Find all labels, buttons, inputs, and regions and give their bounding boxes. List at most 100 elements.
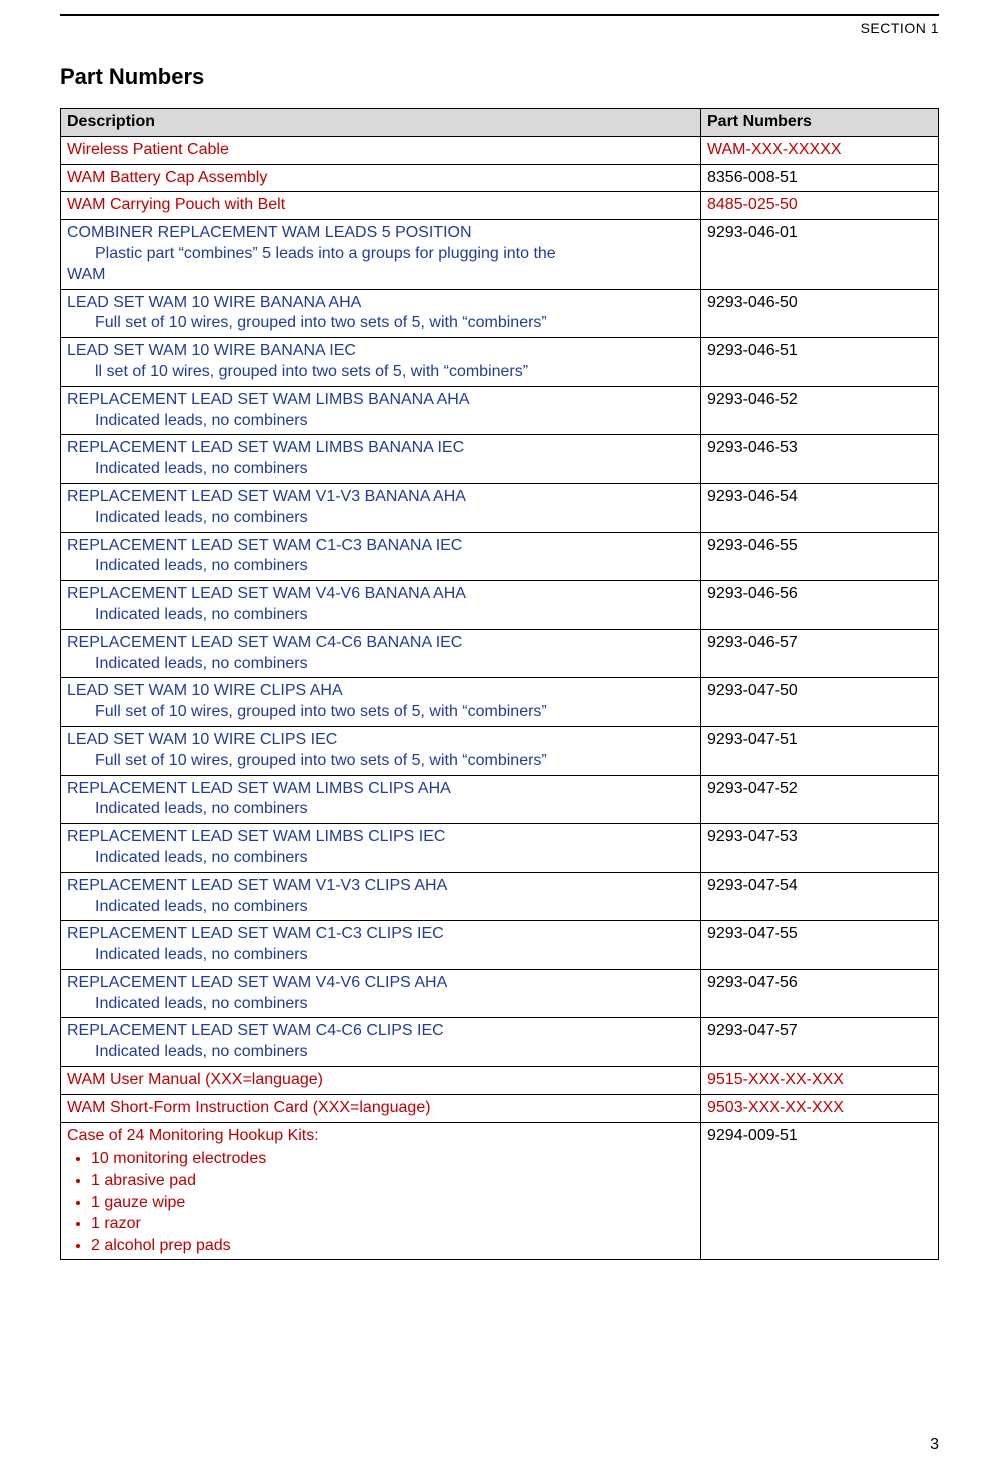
- desc-subline: Indicated leads, no combiners: [67, 848, 694, 869]
- table-row: REPLACEMENT LEAD SET WAM V4-V6 BANANA AH…: [61, 581, 939, 630]
- desc-cell: LEAD SET WAM 10 WIRE BANANA AHA Full set…: [61, 289, 701, 338]
- desc-cell: Wireless Patient Cable: [61, 136, 701, 164]
- partnum-cell: 9293-046-52: [701, 386, 939, 435]
- table-row: REPLACEMENT LEAD SET WAM V4-V6 CLIPS AHA…: [61, 969, 939, 1018]
- table-row: REPLACEMENT LEAD SET WAM LIMBS BANANA AH…: [61, 386, 939, 435]
- document-page: SECTION 1 Part Numbers Description Part …: [0, 14, 999, 1474]
- partnum-cell: 9293-047-56: [701, 969, 939, 1018]
- desc-subline: Indicated leads, no combiners: [67, 994, 694, 1015]
- kit-list-item: 2 alcohol prep pads: [91, 1235, 694, 1257]
- desc-title: REPLACEMENT LEAD SET WAM V1-V3 CLIPS AHA: [67, 877, 447, 894]
- desc-cell: LEAD SET WAM 10 WIRE BANANA IEC ll set o…: [61, 338, 701, 387]
- desc-cell: REPLACEMENT LEAD SET WAM LIMBS CLIPS AHA…: [61, 775, 701, 824]
- table-row: Case of 24 Monitoring Hookup Kits: 10 mo…: [61, 1122, 939, 1260]
- partnum-cell: 9293-046-50: [701, 289, 939, 338]
- desc-title: REPLACEMENT LEAD SET WAM V4-V6 BANANA AH…: [67, 585, 466, 602]
- desc-subline: Indicated leads, no combiners: [67, 897, 694, 918]
- desc-title: REPLACEMENT LEAD SET WAM C4-C6 BANANA IE…: [67, 634, 462, 651]
- desc-title: LEAD SET WAM 10 WIRE BANANA IEC: [67, 342, 356, 359]
- desc-subline: Indicated leads, no combiners: [67, 1042, 694, 1063]
- desc-title: REPLACEMENT LEAD SET WAM V1-V3 BANANA AH…: [67, 488, 466, 505]
- table-row: LEAD SET WAM 10 WIRE CLIPS AHA Full set …: [61, 678, 939, 727]
- table-row: REPLACEMENT LEAD SET WAM LIMBS CLIPS AHA…: [61, 775, 939, 824]
- desc-subline: ll set of 10 wires, grouped into two set…: [67, 362, 694, 383]
- partnum-cell: 9293-046-53: [701, 435, 939, 484]
- partnum-cell: 9293-047-50: [701, 678, 939, 727]
- table-row: WAM Carrying Pouch with Belt 8485-025-50: [61, 192, 939, 220]
- table-row: Wireless Patient Cable WAM-XXX-XXXXX: [61, 136, 939, 164]
- desc-subline: Indicated leads, no combiners: [67, 411, 694, 432]
- desc-title: LEAD SET WAM 10 WIRE CLIPS AHA: [67, 682, 343, 699]
- desc-title: COMBINER REPLACEMENT WAM LEADS 5 POSITIO…: [67, 224, 472, 241]
- table-row: WAM Battery Cap Assembly 8356-008-51: [61, 164, 939, 192]
- table-row: REPLACEMENT LEAD SET WAM LIMBS BANANA IE…: [61, 435, 939, 484]
- table-row: LEAD SET WAM 10 WIRE BANANA IEC ll set o…: [61, 338, 939, 387]
- table-row: REPLACEMENT LEAD SET WAM C4-C6 BANANA IE…: [61, 629, 939, 678]
- desc-cell: REPLACEMENT LEAD SET WAM C4-C6 CLIPS IEC…: [61, 1018, 701, 1067]
- partnum-cell: 9293-047-54: [701, 872, 939, 921]
- header-rule: [60, 14, 939, 16]
- partnum-cell: 9294-009-51: [701, 1122, 939, 1260]
- desc-subline: Indicated leads, no combiners: [67, 556, 694, 577]
- table-row: REPLACEMENT LEAD SET WAM LIMBS CLIPS IEC…: [61, 824, 939, 873]
- desc-subline: Indicated leads, no combiners: [67, 654, 694, 675]
- desc-subline: Full set of 10 wires, grouped into two s…: [67, 751, 694, 772]
- kit-list-item: 1 razor: [91, 1213, 694, 1235]
- desc-title: REPLACEMENT LEAD SET WAM C1-C3 BANANA IE…: [67, 537, 462, 554]
- table-row: REPLACEMENT LEAD SET WAM V1-V3 BANANA AH…: [61, 483, 939, 532]
- partnum-cell: 9293-046-51: [701, 338, 939, 387]
- desc-subline: Full set of 10 wires, grouped into two s…: [67, 702, 694, 723]
- desc-title: LEAD SET WAM 10 WIRE BANANA AHA: [67, 294, 361, 311]
- kit-list: 10 monitoring electrodes 1 abrasive pad …: [91, 1148, 694, 1256]
- desc-cell: WAM Carrying Pouch with Belt: [61, 192, 701, 220]
- desc-subline-2: WAM: [67, 266, 106, 283]
- desc-title: LEAD SET WAM 10 WIRE CLIPS IEC: [67, 731, 337, 748]
- table-row: LEAD SET WAM 10 WIRE BANANA AHA Full set…: [61, 289, 939, 338]
- desc-cell: REPLACEMENT LEAD SET WAM V4-V6 CLIPS AHA…: [61, 969, 701, 1018]
- desc-cell: WAM User Manual (XXX=language): [61, 1067, 701, 1095]
- desc-title: REPLACEMENT LEAD SET WAM C1-C3 CLIPS IEC: [67, 925, 444, 942]
- table-row: REPLACEMENT LEAD SET WAM C1-C3 BANANA IE…: [61, 532, 939, 581]
- desc-subline: Full set of 10 wires, grouped into two s…: [67, 313, 694, 334]
- desc-cell: REPLACEMENT LEAD SET WAM V1-V3 CLIPS AHA…: [61, 872, 701, 921]
- table-row: REPLACEMENT LEAD SET WAM V1-V3 CLIPS AHA…: [61, 872, 939, 921]
- desc-cell: LEAD SET WAM 10 WIRE CLIPS IEC Full set …: [61, 726, 701, 775]
- desc-cell: REPLACEMENT LEAD SET WAM V1-V3 BANANA AH…: [61, 483, 701, 532]
- table-row: WAM Short-Form Instruction Card (XXX=lan…: [61, 1094, 939, 1122]
- desc-subline: Plastic part “combines” 5 leads into a g…: [67, 244, 694, 265]
- partnum-cell: 9293-046-01: [701, 220, 939, 289]
- desc-cell: WAM Short-Form Instruction Card (XXX=lan…: [61, 1094, 701, 1122]
- table-row: COMBINER REPLACEMENT WAM LEADS 5 POSITIO…: [61, 220, 939, 289]
- desc-cell: REPLACEMENT LEAD SET WAM LIMBS BANANA IE…: [61, 435, 701, 484]
- desc-title: REPLACEMENT LEAD SET WAM LIMBS BANANA AH…: [67, 391, 469, 408]
- desc-cell: WAM Battery Cap Assembly: [61, 164, 701, 192]
- partnum-cell: 8356-008-51: [701, 164, 939, 192]
- desc-cell: REPLACEMENT LEAD SET WAM LIMBS CLIPS IEC…: [61, 824, 701, 873]
- table-row: WAM User Manual (XXX=language) 9515-XXX-…: [61, 1067, 939, 1095]
- desc-title: REPLACEMENT LEAD SET WAM LIMBS BANANA IE…: [67, 439, 464, 456]
- desc-title: REPLACEMENT LEAD SET WAM LIMBS CLIPS AHA: [67, 780, 451, 797]
- desc-cell: REPLACEMENT LEAD SET WAM C1-C3 BANANA IE…: [61, 532, 701, 581]
- partnum-cell: 9293-046-54: [701, 483, 939, 532]
- partnum-cell: 9293-047-53: [701, 824, 939, 873]
- partnum-cell: 9293-047-51: [701, 726, 939, 775]
- partnum-cell: WAM-XXX-XXXXX: [701, 136, 939, 164]
- partnum-cell: 9503-XXX-XX-XXX: [701, 1094, 939, 1122]
- partnum-cell: 9293-047-52: [701, 775, 939, 824]
- desc-subline: Indicated leads, no combiners: [67, 459, 694, 480]
- kit-list-item: 10 monitoring electrodes: [91, 1148, 694, 1170]
- desc-subline: Indicated leads, no combiners: [67, 605, 694, 626]
- table-row: LEAD SET WAM 10 WIRE CLIPS IEC Full set …: [61, 726, 939, 775]
- part-numbers-table: Description Part Numbers Wireless Patien…: [60, 108, 939, 1260]
- page-number: 3: [930, 1436, 939, 1454]
- desc-cell: LEAD SET WAM 10 WIRE CLIPS AHA Full set …: [61, 678, 701, 727]
- desc-subline: Indicated leads, no combiners: [67, 945, 694, 966]
- desc-title: REPLACEMENT LEAD SET WAM V4-V6 CLIPS AHA: [67, 974, 447, 991]
- desc-cell: COMBINER REPLACEMENT WAM LEADS 5 POSITIO…: [61, 220, 701, 289]
- desc-subline: Indicated leads, no combiners: [67, 799, 694, 820]
- partnum-cell: 9293-046-57: [701, 629, 939, 678]
- desc-cell: REPLACEMENT LEAD SET WAM C4-C6 BANANA IE…: [61, 629, 701, 678]
- table-header-row: Description Part Numbers: [61, 109, 939, 137]
- desc-subline: Indicated leads, no combiners: [67, 508, 694, 529]
- col-header-description: Description: [61, 109, 701, 137]
